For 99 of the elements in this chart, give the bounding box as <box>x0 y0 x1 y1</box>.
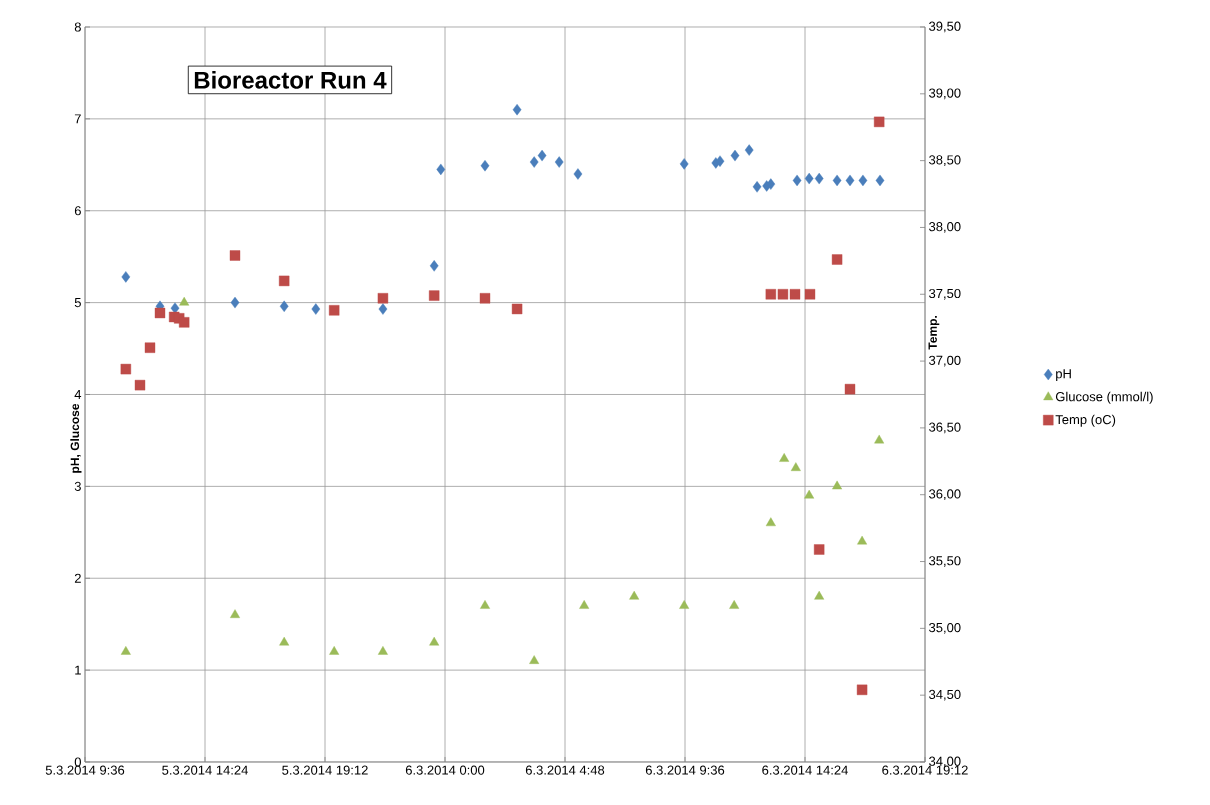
point <box>831 254 843 265</box>
point <box>134 379 146 391</box>
point <box>480 600 490 609</box>
point <box>179 296 190 306</box>
point <box>329 646 340 655</box>
y-tick-label: 1 <box>75 665 81 675</box>
x-tick-label: 6.3.2014 0:00 <box>405 765 485 775</box>
point <box>428 290 440 301</box>
point <box>765 517 776 527</box>
point <box>229 250 241 261</box>
point <box>832 174 842 187</box>
point <box>529 156 539 168</box>
point <box>230 296 240 309</box>
point <box>752 181 762 193</box>
point <box>832 480 843 490</box>
point <box>792 174 802 187</box>
point <box>121 271 131 283</box>
y-axis-title: pH, Glucose <box>70 403 82 473</box>
y2-tick-label: 39,00 <box>929 88 961 100</box>
point <box>328 305 340 316</box>
legend-label: Glucose (mmol/l) <box>1055 391 1153 404</box>
y2-tick-label: 38,00 <box>929 222 961 233</box>
point <box>730 149 740 162</box>
x-tick-label: 5.3.2014 14:24 <box>162 765 248 775</box>
y2-tick-label: 39,50 <box>929 21 961 33</box>
point <box>744 144 754 156</box>
point <box>178 317 190 328</box>
point <box>554 156 564 168</box>
y2-tick-label: 37,00 <box>929 355 961 367</box>
point <box>790 462 801 471</box>
y2-tick-label: 35,50 <box>929 556 961 567</box>
point <box>856 684 868 696</box>
y2-tick-label: 34,50 <box>929 689 961 701</box>
point <box>777 289 789 300</box>
point <box>479 293 491 304</box>
point <box>573 168 583 180</box>
x-tick-label: 5.3.2014 19:12 <box>282 765 368 775</box>
point <box>120 646 131 655</box>
y2-axis-title: Temp. <box>928 316 940 350</box>
point <box>311 303 321 315</box>
y2-tick-label: 36,00 <box>929 489 961 501</box>
legend-label: Temp (oC) <box>1055 414 1116 427</box>
text: Bioreactor Run 4 <box>194 71 387 89</box>
y-tick-label: 7 <box>74 114 81 124</box>
point <box>120 363 132 375</box>
point <box>629 590 640 600</box>
point <box>875 174 885 187</box>
point <box>429 636 440 646</box>
y-tick-label: 0 <box>74 757 81 767</box>
x-tick-label: 5.3.2014 9:36 <box>45 765 125 775</box>
point <box>529 655 540 664</box>
point <box>789 289 801 300</box>
point <box>537 149 547 162</box>
point <box>679 158 689 170</box>
point <box>279 636 290 646</box>
point <box>858 174 868 187</box>
point <box>804 172 814 185</box>
y2-tick-label: 35,00 <box>929 622 961 634</box>
point <box>278 275 290 287</box>
point <box>436 163 446 176</box>
point <box>813 544 825 555</box>
point <box>844 383 856 395</box>
point <box>873 116 885 128</box>
point <box>144 342 156 353</box>
point <box>804 489 815 499</box>
point <box>729 600 740 609</box>
y-tick-label: 2 <box>74 573 81 583</box>
point <box>154 307 166 319</box>
y-tick-label: 5 <box>74 298 81 308</box>
legend-label: pH <box>1056 369 1071 381</box>
point <box>230 609 240 618</box>
point <box>874 434 885 444</box>
y-tick-label: 6 <box>74 206 81 216</box>
point <box>779 453 790 462</box>
point <box>512 103 522 116</box>
y-tick-label: 8 <box>74 22 81 32</box>
point <box>511 303 523 315</box>
point <box>814 590 825 600</box>
x-tick-label: 6.3.2014 14:24 <box>762 765 848 775</box>
y-tick-label: 4 <box>74 390 82 399</box>
point <box>765 289 777 300</box>
point <box>378 303 388 315</box>
point <box>429 260 439 272</box>
point <box>679 600 690 609</box>
point <box>804 289 816 300</box>
point <box>814 172 824 185</box>
point <box>480 160 490 172</box>
point <box>579 600 590 609</box>
y2-tick-label: 37,50 <box>929 288 961 300</box>
point <box>377 293 389 304</box>
point <box>857 535 868 545</box>
point <box>845 174 855 187</box>
y-tick-label: 3 <box>74 481 81 491</box>
point <box>377 646 388 655</box>
x-tick-label: 6.3.2014 4:48 <box>525 765 605 775</box>
point <box>279 300 289 312</box>
y2-tick-label: 38,50 <box>929 155 961 166</box>
x-tick-label: 6.3.2014 9:36 <box>645 765 725 775</box>
y2-tick-label: 36,50 <box>929 422 961 434</box>
